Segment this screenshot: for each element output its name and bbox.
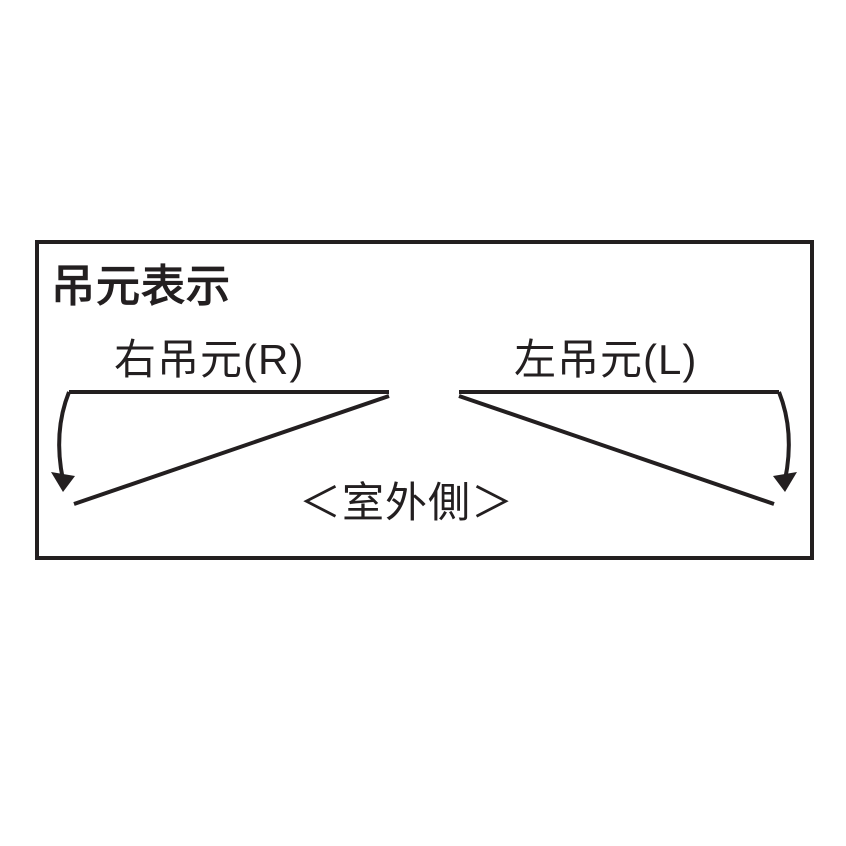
right-diag-line: [74, 396, 389, 504]
door-swing-diagram: [39, 244, 810, 556]
right-arrow-arc: [59, 392, 69, 480]
left-diag-line: [459, 396, 774, 504]
left-arrow-arc: [779, 392, 789, 480]
diagram-frame: 吊元表示 右吊元(R) 左吊元(L) ＜室外側＞: [35, 240, 814, 560]
left-arrow-head-icon: [773, 472, 797, 492]
left-door-swing: [459, 392, 797, 504]
right-door-swing: [51, 392, 389, 504]
right-arrow-head-icon: [51, 472, 75, 492]
